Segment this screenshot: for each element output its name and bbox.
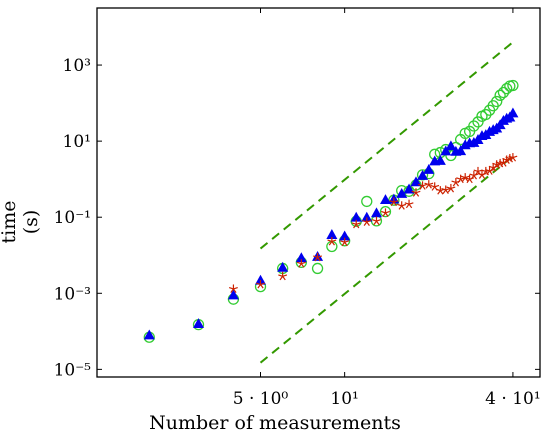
data-point-circle-34 <box>491 95 503 108</box>
data-point-star-17 <box>424 180 434 189</box>
data-point-star-7 <box>340 237 350 247</box>
data-point-star-2 <box>256 280 265 289</box>
x-tick-label-1: 5 · 10⁰ <box>233 389 289 409</box>
reference-lines <box>259 41 514 364</box>
data-point-triangle-13 <box>379 194 391 205</box>
reference-line-1 <box>259 41 514 250</box>
data-point-star-6 <box>327 236 337 246</box>
data-point-circle-35 <box>494 89 506 101</box>
data-point-triangle-6 <box>295 252 307 263</box>
data-point-triangle-21 <box>434 154 446 165</box>
data-point-triangle-39 <box>507 107 519 118</box>
data-point-triangle-23 <box>445 140 457 151</box>
data-point-star-1 <box>228 284 238 293</box>
data-point-triangle-2 <box>193 318 205 328</box>
data-point-triangle-12 <box>370 207 382 218</box>
data-point-circle-7 <box>311 262 324 275</box>
data-point-triangle-18 <box>417 169 429 180</box>
data-point-triangle-4 <box>255 274 267 285</box>
data-point-triangle-9 <box>339 230 351 241</box>
plot-frame <box>96 7 541 378</box>
data-point-triangle-15 <box>396 188 408 198</box>
data-point-star-25 <box>465 174 475 184</box>
data-point-star-21 <box>446 183 456 193</box>
data-point-circle-39 <box>507 79 519 92</box>
data-point-triangle-1 <box>143 329 155 340</box>
data-point-triangle-3 <box>227 289 239 300</box>
data-point-circle-37 <box>501 82 513 95</box>
data-point-star-10 <box>372 216 381 226</box>
data-point-star-37 <box>508 153 518 162</box>
data-point-star-15 <box>411 188 421 197</box>
data-point-circle-36 <box>497 86 510 99</box>
reference-line-2 <box>259 155 514 364</box>
y-tick-label-5: 10³ <box>63 56 91 76</box>
data-point-triangle-10 <box>350 211 362 222</box>
data-point-circle-28 <box>468 120 480 132</box>
data-point-triangle-17 <box>410 176 422 187</box>
data-point-star-14 <box>404 199 414 209</box>
data-point-triangle-8 <box>326 229 338 239</box>
data-point-star-11 <box>381 208 390 217</box>
data-point-circle-29 <box>472 116 484 128</box>
data-point-triangle-16 <box>403 183 415 194</box>
data-point-triangle-22 <box>440 145 452 156</box>
data-point-triangle-11 <box>361 211 373 222</box>
data-point-star-13 <box>397 201 407 210</box>
data-markers <box>143 79 519 343</box>
data-point-star-9 <box>362 217 372 226</box>
y-tick-label-4: 10¹ <box>63 132 91 152</box>
data-point-star-12 <box>389 197 399 207</box>
data-point-circle-13 <box>379 206 392 218</box>
data-point-star-16 <box>418 181 428 190</box>
x-tick-label-2: 10¹ <box>330 389 358 409</box>
data-point-circle-8 <box>326 240 338 253</box>
y-tick-label-3: 10⁻¹ <box>54 208 91 228</box>
x-axis-ticks: 5 · 10⁰ 10¹ 4 · 10¹ <box>233 8 541 409</box>
data-point-star-5 <box>313 252 323 262</box>
data-point-star-4 <box>296 259 306 268</box>
data-point-star-22 <box>451 177 461 187</box>
data-point-triangle-19 <box>423 163 435 174</box>
data-point-star-19 <box>435 186 445 195</box>
x-tick-label-3: 4 · 10¹ <box>485 389 540 409</box>
data-point-triangle-5 <box>277 261 289 272</box>
y-tick-label-2: 10⁻³ <box>54 284 91 304</box>
data-point-star-20 <box>441 185 451 194</box>
data-point-star-3 <box>278 271 288 281</box>
data-point-star-24 <box>460 173 470 182</box>
data-point-circle-31 <box>480 108 492 121</box>
data-point-triangle-25 <box>455 145 467 156</box>
y-axis-ticks: 10⁻⁵ 10⁻³ 10⁻¹ 10¹ 10³ <box>54 56 540 380</box>
data-point-star-8 <box>351 219 361 229</box>
y-tick-label-1: 10⁻⁵ <box>54 360 92 380</box>
data-point-circle-11 <box>361 195 373 208</box>
